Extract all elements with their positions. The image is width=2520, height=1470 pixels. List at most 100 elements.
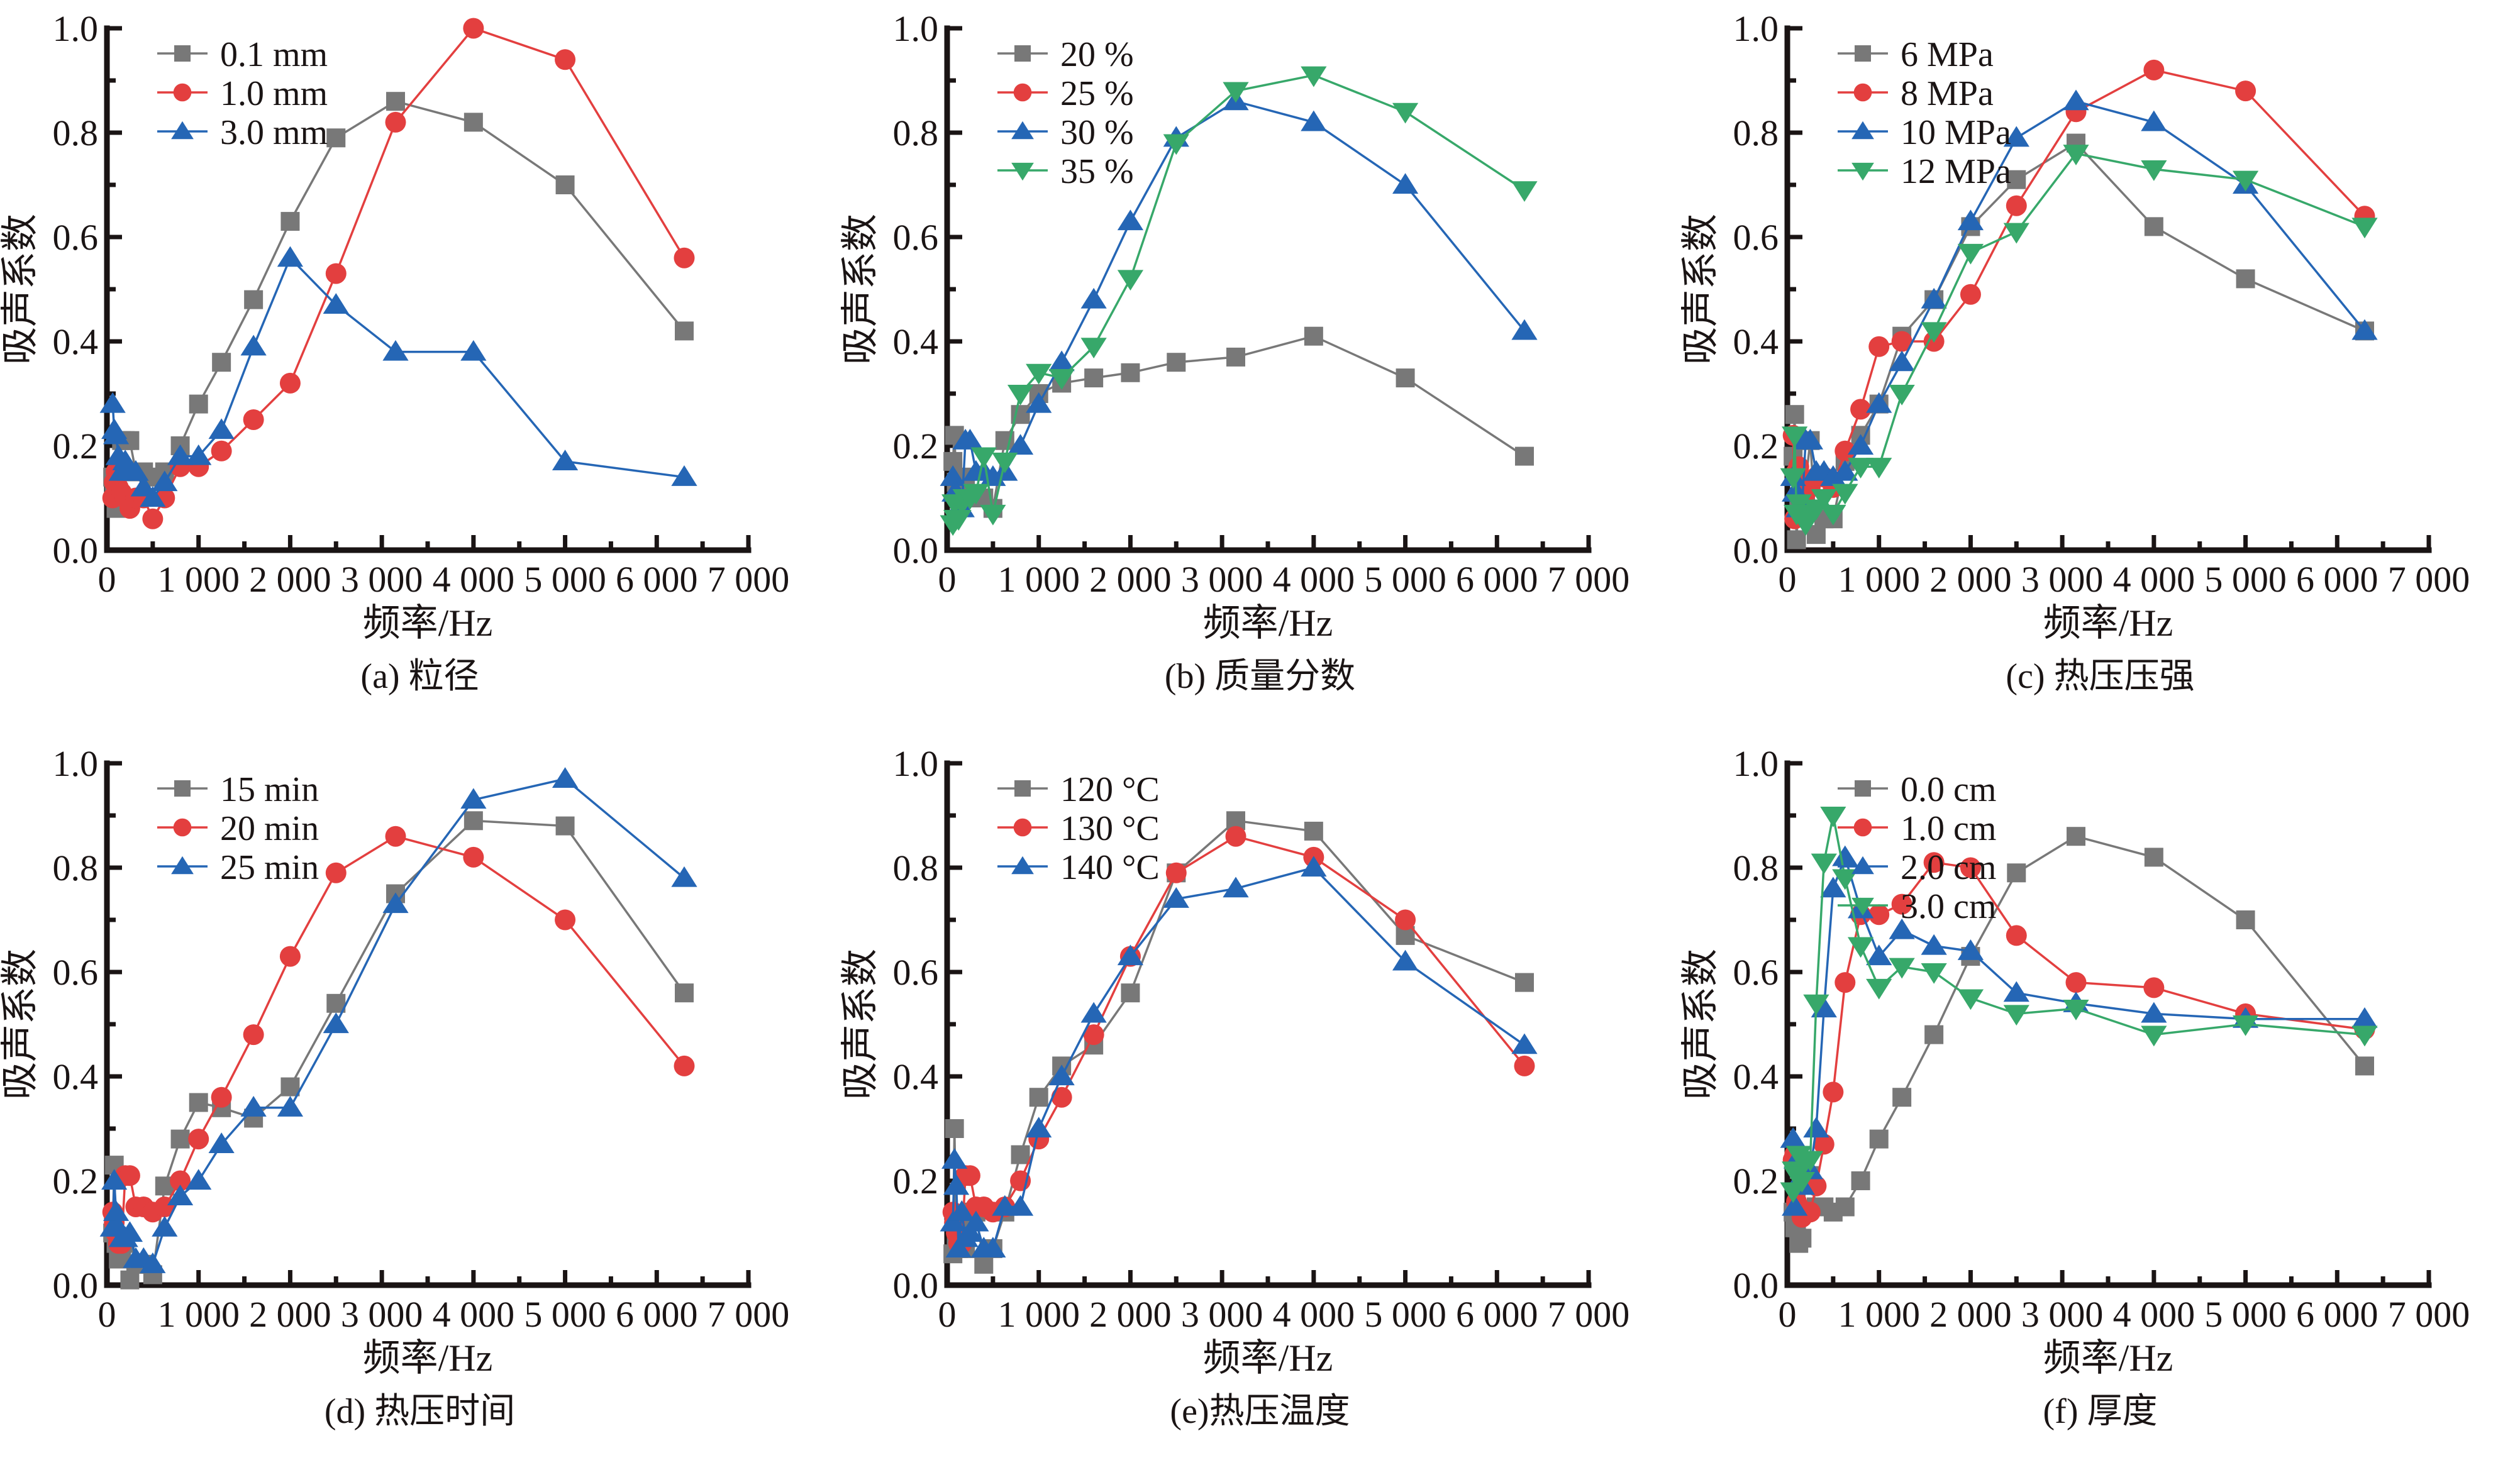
legend-marker (1014, 45, 1031, 62)
y-tick-label: 0.0 (893, 530, 939, 571)
data-point (1163, 887, 1189, 908)
legend-label: 20 min (220, 809, 319, 848)
data-point (1007, 1195, 1034, 1216)
x-axis-label: 频率/Hz (363, 602, 493, 644)
legend-item: 120 °C (997, 770, 1160, 809)
data-point (1797, 1151, 1824, 1172)
data-point (2006, 195, 2027, 216)
data-point (167, 1185, 194, 1205)
y-axis-label: 吸声系数 (840, 949, 881, 1100)
chart-e-caption: (e)热压温度 (1170, 1392, 1350, 1431)
y-tick-label: 0.8 (893, 848, 939, 888)
data-point (386, 92, 405, 111)
chart-d-caption: (d) 热压时间 (324, 1392, 516, 1431)
data-point (1921, 963, 1947, 984)
legend-label: 0.1 mm (220, 35, 328, 74)
data-point (243, 1024, 264, 1046)
x-tick-label: 2 000 (1089, 559, 1172, 600)
y-tick-label: 0.4 (53, 1056, 99, 1097)
x-tick-label: 6 000 (1456, 559, 1538, 600)
y-tick-label: 1.0 (893, 8, 939, 49)
x-tick-label: 3 000 (1181, 559, 1263, 600)
legend-marker (174, 45, 191, 62)
data-point (1847, 434, 1874, 455)
legend-label: 8 MPa (1901, 74, 1994, 113)
x-tick-label: 2 000 (1929, 559, 2012, 600)
data-point (1921, 934, 1947, 955)
series-line (952, 866, 1526, 1250)
data-point (1957, 989, 1984, 1010)
data-point (1304, 821, 1323, 841)
data-point (1165, 862, 1187, 883)
data-point (1847, 458, 1874, 478)
data-point (671, 866, 697, 887)
data-point (460, 340, 487, 361)
legend-item: 35 % (997, 152, 1134, 191)
data-point (1080, 338, 1107, 359)
y-tick-label: 1.0 (1733, 8, 1779, 49)
data-point (674, 1055, 695, 1076)
legend-marker (1011, 856, 1034, 875)
chart-panel-e: 0.0 0.2 0.4 0.6 0.8 1.0 0 1 000 2 000 3 000 4 000 5… (840, 735, 1680, 1470)
legend-item: 3.0 mm (157, 113, 328, 152)
x-tick-label: 4 000 (1273, 559, 1355, 600)
data-point (1960, 857, 1981, 878)
x-tick-label: 7 000 (1548, 1294, 1630, 1335)
data-point (1396, 368, 1415, 388)
legend-item: 3.0 cm (1838, 887, 1996, 926)
data-point (1084, 368, 1104, 388)
legend-item: 0.1 mm (157, 35, 328, 74)
data-point (323, 1012, 349, 1034)
data-point (240, 334, 267, 356)
y-tick-label: 1.0 (53, 743, 99, 784)
data-point (2063, 1000, 2089, 1020)
data-point (1957, 939, 1984, 960)
data-point (1851, 1171, 1870, 1190)
data-point (240, 1096, 267, 1117)
y-tick-label: 1.0 (53, 8, 99, 49)
data-point (140, 486, 166, 507)
x-tick-label: 7 000 (2388, 559, 2470, 600)
x-tick-label: 7 000 (1548, 559, 1630, 600)
legend-item: 20 min (157, 809, 319, 848)
data-point (2065, 972, 2087, 993)
x-tick-label: 7 000 (708, 1294, 790, 1335)
data-point (186, 444, 212, 465)
x-tick-label: 7 000 (2388, 1294, 2470, 1335)
data-point (279, 372, 301, 394)
x-tick-label: 5 000 (1364, 559, 1446, 600)
data-point (1957, 243, 1984, 265)
data-point (1392, 102, 1419, 124)
x-tick-label: 2 000 (1929, 1294, 2012, 1335)
x-tick-label: 1 000 (1838, 1294, 1920, 1335)
data-point (1823, 1081, 1844, 1103)
data-point (1850, 399, 1872, 420)
data-point (1811, 489, 1837, 510)
chart-d-svg: 0.0 0.2 0.4 0.6 0.8 1.0 0 1 000 2 000 3 000 4 000 5… (0, 743, 790, 1379)
series-line (952, 835, 1526, 1245)
data-point (463, 113, 483, 132)
data-point (675, 321, 694, 341)
legend-label: 140 °C (1060, 848, 1160, 887)
data-point (555, 49, 576, 70)
data-point (1832, 460, 1858, 481)
data-point (212, 353, 231, 372)
y-tick-label: 0.4 (893, 321, 939, 362)
data-point (2351, 1025, 2378, 1047)
data-point (1026, 392, 1052, 413)
data-point (1301, 110, 1327, 131)
legend-item: 20 % (997, 35, 1134, 74)
series-line (111, 778, 686, 1266)
y-tick-label: 0.2 (893, 1161, 939, 1202)
data-point (186, 1169, 212, 1190)
data-point (1117, 209, 1144, 231)
x-tick-label: 5 000 (2204, 559, 2287, 600)
x-axis-label: 频率/Hz (2043, 602, 2173, 644)
x-tick-label: 6 000 (616, 559, 698, 600)
data-point (1395, 909, 1416, 931)
legend-label: 25 min (220, 848, 319, 887)
data-point (555, 909, 576, 931)
series-20% (943, 326, 1534, 518)
